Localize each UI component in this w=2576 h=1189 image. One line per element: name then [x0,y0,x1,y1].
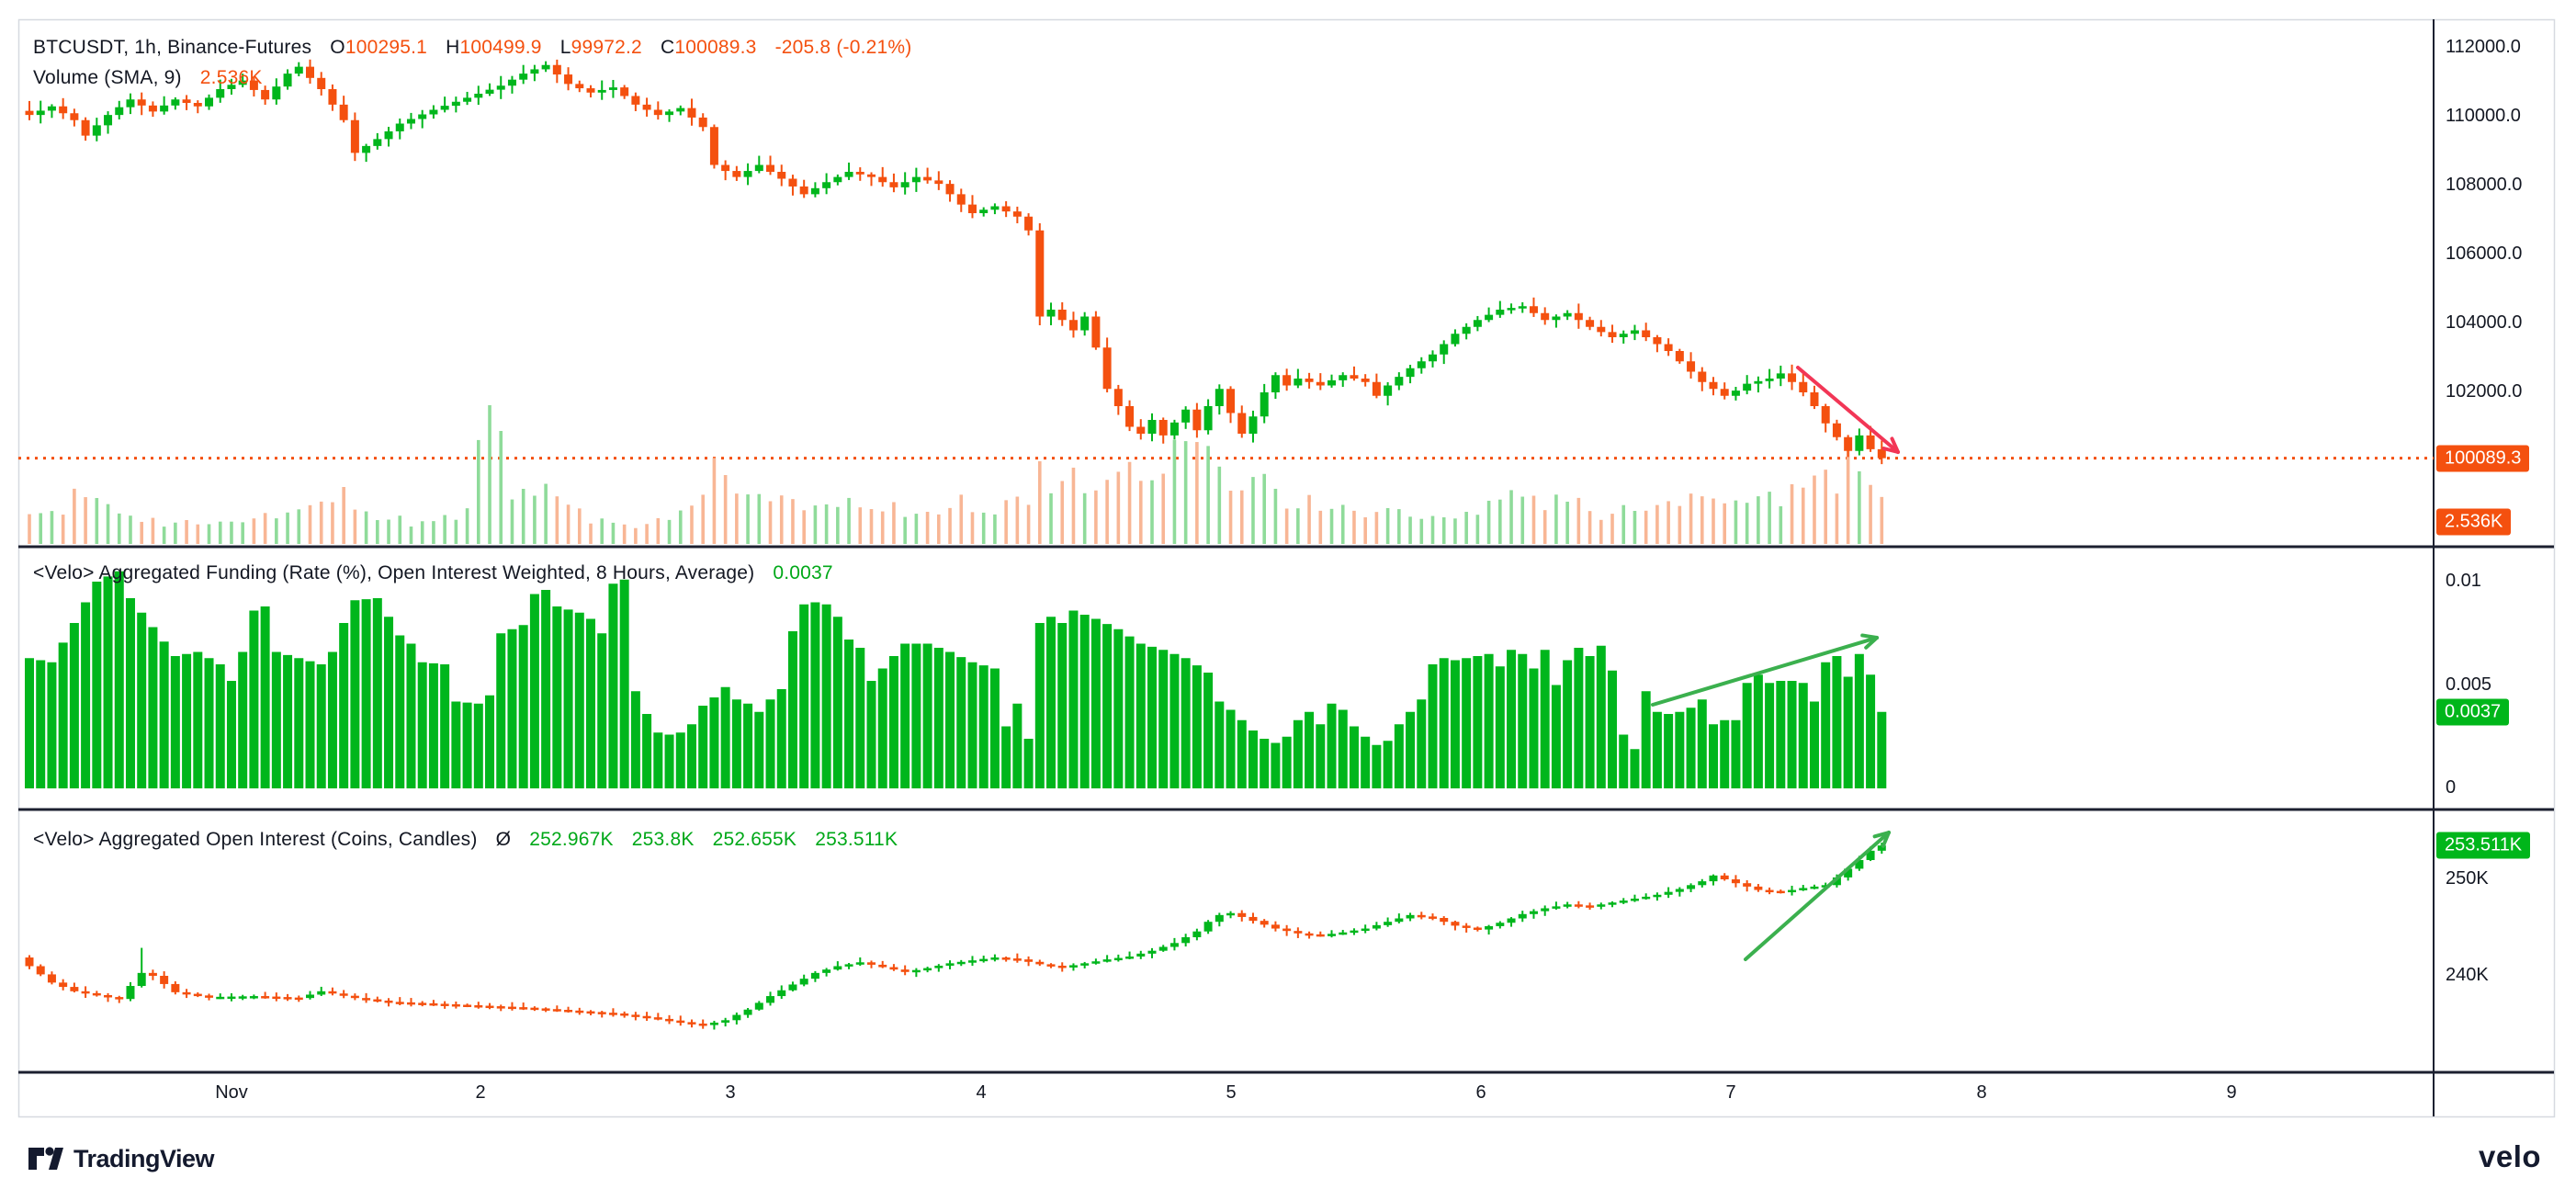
chart-page: { "header": { "symbol_line": "BTCUSDT, 1… [0,0,2576,1189]
chart-canvas[interactable] [0,0,2576,1189]
